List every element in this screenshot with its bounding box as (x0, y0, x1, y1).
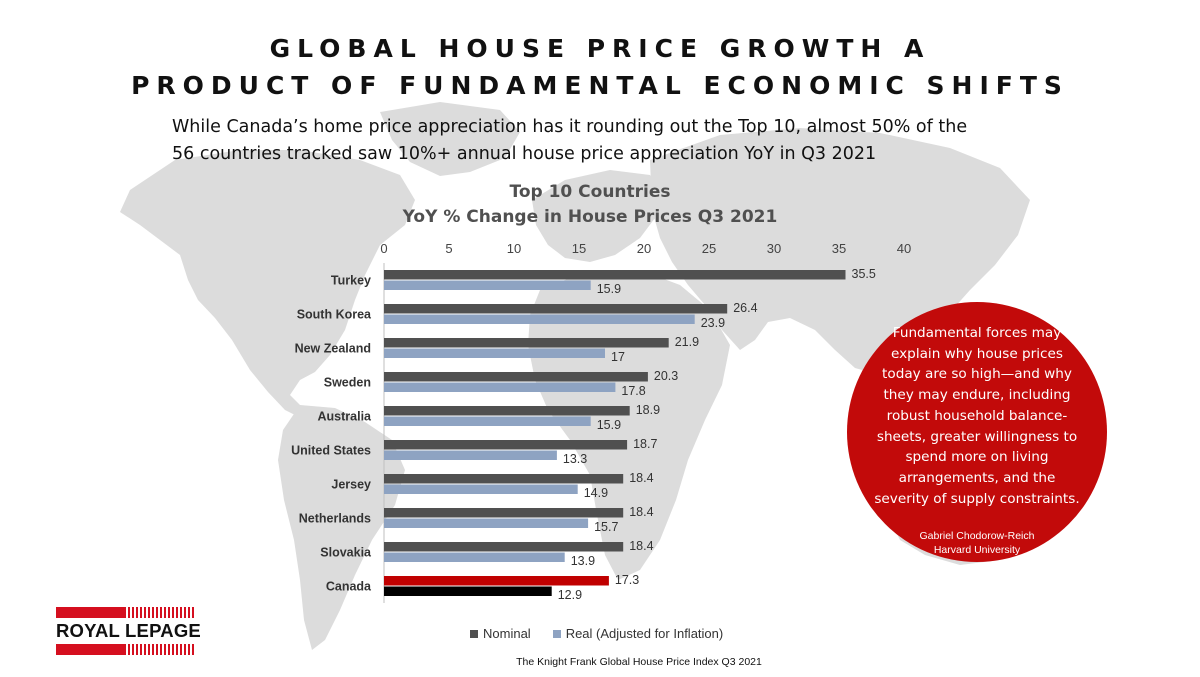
x-tick-label: 40 (897, 241, 911, 256)
page-title: GLOBAL HOUSE PRICE GROWTH A PRODUCT OF F… (0, 30, 1200, 104)
data-label: 26.4 (733, 301, 757, 315)
chart-title-line-2: YoY % Change in House Prices Q3 2021 (402, 207, 778, 227)
title-line-1: GLOBAL HOUSE PRICE GROWTH A (269, 34, 931, 63)
quote-attribution: Gabriel Chodorow-Reich Harvard Universit… (847, 529, 1107, 557)
legend-item-nominal: Nominal (470, 626, 531, 641)
x-tick-label: 20 (637, 241, 651, 256)
data-label: 35.5 (852, 267, 876, 281)
data-label: 18.4 (629, 505, 653, 519)
category-label: Jersey (331, 478, 371, 492)
quote-text: Fundamental forces may explain why house … (869, 323, 1085, 509)
bar-nominal-turkey (384, 270, 846, 280)
data-label: 18.9 (636, 403, 660, 417)
data-label: 17.8 (621, 384, 645, 398)
data-label: 12.9 (558, 588, 582, 602)
quote-line: today are so high—and why (882, 366, 1072, 383)
x-tick-label: 30 (767, 241, 781, 256)
category-label: United States (291, 444, 371, 458)
quote-line: severity of supply constraints. (874, 490, 1080, 507)
data-label: 15.9 (597, 418, 621, 432)
x-tick-label: 5 (445, 241, 452, 256)
x-tick-label: 0 (380, 241, 387, 256)
quote-callout: Fundamental forces may explain why house … (847, 302, 1107, 562)
data-label: 15.7 (594, 520, 618, 534)
bar-nominal-new-zealand (384, 338, 669, 348)
quote-line: sheets, greater willingness to (876, 428, 1078, 445)
quote-line: they may endure, including (883, 387, 1071, 404)
bar-nominal-canada (384, 576, 609, 586)
data-label: 18.4 (629, 471, 653, 485)
bar-real-turkey (384, 280, 591, 290)
data-label: 20.3 (654, 369, 678, 383)
x-tick-label: 25 (702, 241, 716, 256)
bar-real-new-zealand (384, 348, 605, 358)
subtitle-line-1: While Canada’s home price appreciation h… (172, 117, 968, 137)
quote-line: explain why house prices (891, 345, 1063, 362)
quote-line: robust household balance- (886, 407, 1068, 424)
category-label: Slovakia (320, 546, 372, 560)
category-label: Sweden (324, 376, 371, 390)
quote-line: arrangements, and the (898, 469, 1056, 486)
quote-line: spend more on living (905, 449, 1049, 466)
data-label: 17 (611, 350, 625, 364)
x-tick-label: 10 (507, 241, 521, 256)
bar-real-slovakia (384, 552, 565, 562)
x-tick-label: 35 (832, 241, 846, 256)
quote-affiliation: Harvard University (933, 544, 1021, 556)
legend-label-real: Real (Adjusted for Inflation) (565, 626, 724, 641)
data-label: 15.9 (597, 282, 621, 296)
chart-title: Top 10 Countries YoY % Change in House P… (350, 180, 830, 230)
north-america-landmass (120, 150, 415, 420)
legend-label-nominal: Nominal (483, 626, 531, 641)
data-label: 13.3 (563, 452, 587, 466)
bar-real-canada (384, 586, 552, 596)
category-label: South Korea (297, 308, 372, 322)
bar-real-jersey (384, 484, 578, 494)
subtitle: While Canada’s home price appreciation h… (172, 114, 1072, 168)
europe-landmass (532, 170, 665, 262)
data-label: 23.9 (701, 316, 725, 330)
category-label: New Zealand (295, 342, 371, 356)
source-note: The Knight Frank Global House Price Inde… (516, 656, 762, 668)
bar-real-netherlands (384, 518, 589, 528)
data-label: 21.9 (675, 335, 699, 349)
x-tick-label: 15 (572, 241, 586, 256)
bar-real-united-states (384, 450, 557, 460)
bar-real-south-korea (384, 314, 695, 324)
bar-real-australia (384, 416, 591, 426)
category-label: Canada (326, 580, 372, 594)
south-america-landmass (278, 405, 405, 650)
logo-wordmark: ROYAL LEPAGE (56, 620, 201, 641)
data-label: 18.4 (629, 539, 653, 553)
category-label: Australia (318, 410, 373, 424)
bar-nominal-jersey (384, 474, 624, 484)
chart-title-line-1: Top 10 Countries (509, 182, 671, 202)
data-label: 17.3 (615, 573, 639, 587)
category-label: Turkey (331, 274, 371, 288)
subtitle-line-2: 56 countries tracked saw 10%+ annual hou… (172, 144, 877, 164)
legend-item-real: Real (Adjusted for Inflation) (552, 626, 724, 641)
data-label: 13.9 (571, 554, 595, 568)
category-label: Netherlands (299, 512, 371, 526)
data-label: 14.9 (584, 486, 608, 500)
greenland-landmass (380, 102, 520, 176)
bar-nominal-united-states (384, 440, 628, 450)
royal-lepage-logo: ROYAL LEPAGE (56, 607, 201, 655)
bar-nominal-south-korea (384, 304, 728, 314)
logo-stripe-bottom (56, 644, 196, 655)
bar-nominal-slovakia (384, 542, 624, 552)
chart-legend: Nominal Real (Adjusted for Inflation) (470, 626, 745, 641)
legend-swatch-nominal (470, 629, 478, 638)
bar-nominal-australia (384, 406, 630, 416)
bar-nominal-netherlands (384, 508, 624, 518)
legend-swatch-real (552, 629, 561, 638)
title-line-2: PRODUCT OF FUNDAMENTAL ECONOMIC SHIFTS (131, 71, 1069, 100)
bar-nominal-sweden (384, 372, 648, 382)
bar-real-sweden (384, 382, 616, 392)
quote-author: Gabriel Chodorow-Reich (919, 530, 1035, 542)
data-label: 18.7 (633, 437, 657, 451)
quote-line: Fundamental forces may (892, 325, 1062, 341)
logo-stripe-top (56, 607, 196, 618)
